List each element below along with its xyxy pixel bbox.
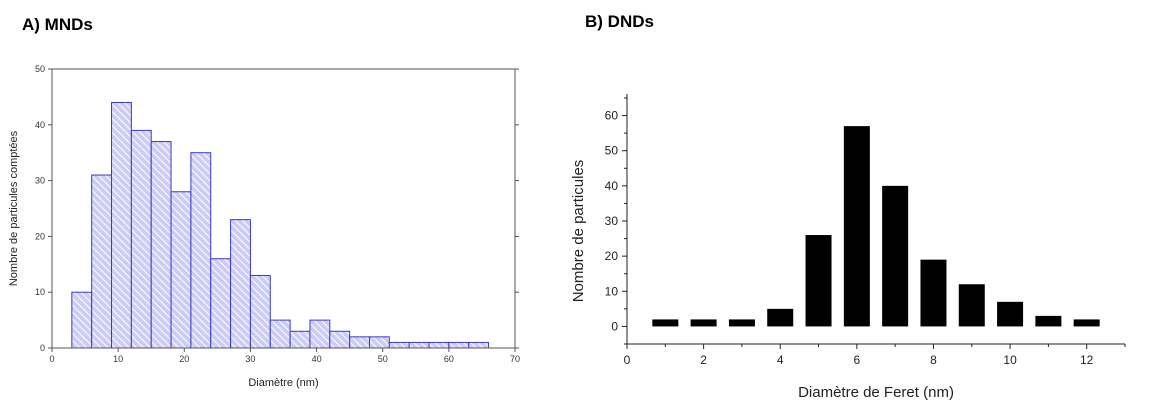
histogram-bar xyxy=(448,341,470,349)
histogram-bar xyxy=(408,341,430,349)
histogram-mnds: 0 10 20 30 40 50 60 70 0 10 20 30 40 50 Diamètre (nm… xyxy=(8,64,520,389)
y-tick-label: 0 xyxy=(611,319,618,333)
x-axis-ticks: 0 10 20 30 40 50 60 70 xyxy=(49,348,520,364)
histogram-bar xyxy=(150,141,172,349)
x-tick-label: 10 xyxy=(113,354,123,364)
histogram-bar xyxy=(289,330,311,349)
x-tick-label: 2 xyxy=(700,353,707,367)
plot-frame xyxy=(51,68,516,349)
x-tick-label: 40 xyxy=(312,354,322,364)
y-tick-label: 60 xyxy=(605,109,619,123)
histogram-bar xyxy=(329,330,351,349)
histogram-bar xyxy=(249,274,271,349)
histogram-bar xyxy=(428,341,450,349)
x-tick-label: 0 xyxy=(624,353,631,367)
y-tick-label: 10 xyxy=(605,284,619,298)
histogram-bar xyxy=(1035,315,1062,327)
y-axis-title: Nombre de particules xyxy=(570,160,587,303)
histogram-bars xyxy=(71,101,490,349)
y-tick-label: 0 xyxy=(40,343,45,353)
y-tick-label: 50 xyxy=(35,64,45,74)
histogram-bar xyxy=(130,129,152,349)
histogram-bar xyxy=(767,308,794,327)
histogram-bars xyxy=(652,126,1100,327)
y-tick-label: 10 xyxy=(35,287,45,297)
histogram-bar xyxy=(170,191,192,349)
histogram-bar xyxy=(805,235,832,327)
x-tick-label: 60 xyxy=(444,354,454,364)
histogram-bar xyxy=(843,126,870,327)
histogram-bar xyxy=(269,319,291,349)
y-tick-label: 50 xyxy=(605,144,619,158)
y-axis-title: Nombre de particules comptées xyxy=(8,130,20,286)
x-tick-label: 4 xyxy=(777,353,784,367)
histogram-bar xyxy=(230,219,251,349)
histogram-bar xyxy=(468,341,490,349)
histogram-bar xyxy=(71,291,93,349)
y-tick-label: 40 xyxy=(605,179,619,193)
x-tick-label: 20 xyxy=(179,354,189,364)
histogram-bar xyxy=(882,185,909,327)
x-tick-label: 10 xyxy=(1003,353,1017,367)
histogram-dnds: 0 2 4 6 8 10 12 0 10 20 30 40 50 60 Diamètre de Fere… xyxy=(570,94,1126,401)
y-tick-label: 20 xyxy=(605,249,619,263)
y-tick-label: 30 xyxy=(605,214,619,228)
histogram-bar xyxy=(958,284,985,327)
x-axis-title: Diamètre (nm) xyxy=(248,377,318,389)
x-axis-title: Diamètre de Feret (nm) xyxy=(798,384,954,401)
histogram-bar xyxy=(1073,319,1100,327)
y-tick-label: 20 xyxy=(35,231,45,241)
histogram-bar xyxy=(997,301,1024,327)
x-tick-label: 30 xyxy=(245,354,255,364)
histogram-bar xyxy=(309,319,331,349)
histogram-bar xyxy=(728,319,755,327)
histogram-bar xyxy=(920,259,947,327)
x-tick-label: 50 xyxy=(378,354,388,364)
x-axis-ticks: 0 2 4 6 8 10 12 xyxy=(624,344,1126,367)
histogram-bar xyxy=(190,152,212,349)
panel-a-label: A) MNDs xyxy=(22,15,93,34)
x-tick-label: 8 xyxy=(930,353,937,367)
y-tick-label: 30 xyxy=(35,176,45,186)
x-tick-label: 12 xyxy=(1080,353,1094,367)
histogram-bar xyxy=(91,174,113,349)
histogram-bar xyxy=(368,336,390,349)
y-tick-label: 40 xyxy=(35,120,45,130)
histogram-bar xyxy=(111,101,132,349)
histogram-bar xyxy=(349,336,370,349)
x-tick-label: 0 xyxy=(49,354,54,364)
panel-b-label: B) DNDs xyxy=(585,12,654,31)
y-axis-ticks: 0 10 20 30 40 50 xyxy=(35,64,519,353)
x-tick-label: 70 xyxy=(510,354,520,364)
x-tick-label: 6 xyxy=(854,353,861,367)
histogram-bar xyxy=(210,258,232,349)
histogram-bar xyxy=(388,341,410,349)
histogram-bar xyxy=(652,319,679,327)
y-axis-ticks: 0 10 20 30 40 50 60 xyxy=(605,97,627,345)
histogram-bar xyxy=(690,319,717,327)
